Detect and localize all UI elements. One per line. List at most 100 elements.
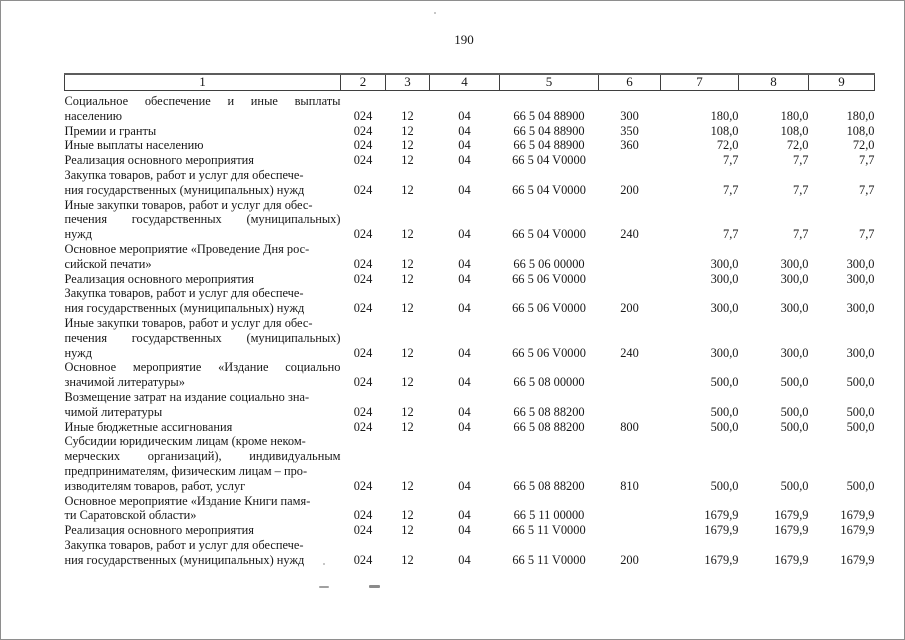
row-name-line: Иные выплаты населению [64, 138, 204, 153]
cell-col3: 12 [401, 153, 414, 168]
cell-col3: 12 [401, 419, 414, 434]
row-name-line: Иные закупки товаров, работ и услуг для … [64, 315, 313, 330]
cell-col5: 66 5 06 V0000 [512, 345, 586, 360]
cell-col8: 180,0 [780, 108, 809, 123]
table-row: Субсидии юридическим лицам (кроме неком-… [65, 434, 875, 493]
cell-col9: 1679,9 [840, 552, 875, 567]
cell-col7: 500,0 [710, 404, 739, 419]
row-name-cell: Социальное обеспечение и иные выплаты нас… [65, 91, 341, 124]
cell-col5: 66 5 04 88900 [513, 108, 585, 123]
cell-col3: 12 [401, 508, 414, 523]
row-name-line: ния государственных (муниципальных) нужд [64, 301, 305, 316]
header-cell-col4: 4 [429, 73, 500, 91]
table-row: Социальное обеспечение и иные выплаты нас… [65, 91, 875, 124]
cell-col8: 500,0 [780, 404, 809, 419]
cell-col5: 66 5 11 V0000 [512, 552, 586, 567]
cell-col2: 024 [353, 256, 373, 271]
cell-col8: 7,7 [793, 153, 809, 168]
cell-col2: 024 [353, 227, 373, 242]
header-cell-col9: 9 [808, 73, 875, 91]
cell-col9: 180,0 [846, 108, 875, 123]
cell-col6 [599, 272, 661, 287]
cell-col3: 12 [401, 301, 414, 316]
cell-col5: 66 5 04 V0000 [512, 153, 586, 168]
cell-col4: 04 [458, 182, 471, 197]
cell-col3: 12 [401, 478, 414, 493]
cell-col2: 024 [353, 271, 373, 286]
cell-col2: 024 [353, 375, 373, 390]
page-number: 190 [454, 32, 474, 47]
cell-col3: 12 [401, 108, 414, 123]
cell-col2: 024 [353, 138, 373, 153]
cell-col2: 024 [353, 552, 373, 567]
header-cell-col2: 2 [340, 73, 386, 91]
table-row: Реализация основного мероприятия 024 12 04 6… [65, 523, 875, 538]
row-name-line: Основное мероприятие «Проведение Дня рос… [64, 241, 310, 256]
cell-col2: 024 [353, 419, 373, 434]
cell-col9: 300,0 [846, 271, 875, 286]
cell-col4: 04 [458, 227, 471, 242]
cell-col8: 1679,9 [774, 523, 809, 538]
cell-col6 [599, 390, 661, 420]
row-name-cell: Иные закупки товаров, работ и услуг для … [65, 316, 341, 360]
header-cell-col5: 5 [499, 73, 599, 91]
cell-col2: 024 [353, 478, 373, 493]
cell-col9: 1679,9 [840, 523, 875, 538]
cell-col9: 7,7 [859, 182, 875, 197]
cell-col2: 024 [353, 508, 373, 523]
row-name-line: Закупка товаров, работ и услуг для обесп… [64, 537, 304, 552]
table-row: Иные закупки товаров, работ и услуг для … [65, 198, 875, 242]
cell-col6 [599, 360, 661, 390]
cell-col4: 04 [458, 478, 471, 493]
cell-col9: 500,0 [846, 419, 875, 434]
cell-col9: 72,0 [852, 138, 875, 153]
table-row: Реализация основного мероприятия 024 12 04 6… [65, 153, 875, 168]
cell-col4: 04 [458, 404, 471, 419]
row-name-line: населению [64, 108, 122, 123]
row-name-line: ния государственных (муниципальных) нужд [64, 552, 305, 567]
cell-col7: 1679,9 [704, 523, 739, 538]
cell-col6: 350 [620, 123, 639, 138]
cell-col6: 240 [620, 227, 639, 242]
cell-col5: 66 5 04 V0000 [512, 182, 586, 197]
cell-col7: 500,0 [710, 419, 739, 434]
cell-col3: 12 [401, 523, 414, 538]
row-name-line: Субсидии юридическим лицам (кроме неком- [64, 434, 306, 449]
cell-col2: 024 [353, 182, 373, 197]
cell-col8: 500,0 [780, 478, 809, 493]
header-cell-col7: 7 [660, 73, 739, 91]
cell-col7: 108,0 [710, 123, 739, 138]
table-row: Иные бюджетные ассигнования 024 12 04 66 5 0… [65, 420, 875, 435]
cell-col5: 66 5 08 88200 [513, 404, 585, 419]
cell-col9: 500,0 [846, 404, 875, 419]
cell-col7: 500,0 [710, 375, 739, 390]
row-name-line: предпринимателям, физическим лицам – про… [64, 463, 308, 478]
cell-col9: 7,7 [859, 227, 875, 242]
row-name-line: Реализация основного мероприятия [64, 523, 254, 538]
cell-col9: 108,0 [846, 123, 875, 138]
cell-col4: 04 [458, 419, 471, 434]
row-name-cell: Закупка товаров, работ и услуг для обесп… [65, 538, 341, 568]
cell-col2: 024 [353, 523, 373, 538]
row-name-cell: Субсидии юридическим лицам (кроме неком-… [65, 434, 341, 493]
cell-col7: 300,0 [710, 301, 739, 316]
cell-col2: 024 [353, 404, 373, 419]
cell-col6 [599, 494, 661, 524]
cell-col5: 66 5 04 88900 [513, 123, 585, 138]
cell-col6 [599, 523, 661, 538]
header-cell-col6: 6 [598, 73, 661, 91]
cell-col8: 500,0 [780, 419, 809, 434]
cell-col6: 810 [620, 478, 639, 493]
row-name-cell: Закупка товаров, работ и услуг для обесп… [65, 168, 341, 198]
cell-col4: 04 [458, 153, 471, 168]
cell-col6 [599, 242, 661, 272]
cell-col3: 12 [401, 123, 414, 138]
cell-col2: 024 [353, 153, 373, 168]
cell-col9: 300,0 [846, 301, 875, 316]
cell-col4: 04 [458, 552, 471, 567]
row-name-line: ния государственных (муниципальных) нужд [64, 182, 305, 197]
cell-col7: 7,7 [723, 182, 739, 197]
cell-col5: 66 5 11 V0000 [512, 523, 586, 538]
row-name-line: Иные бюджетные ассигнования [64, 419, 233, 434]
